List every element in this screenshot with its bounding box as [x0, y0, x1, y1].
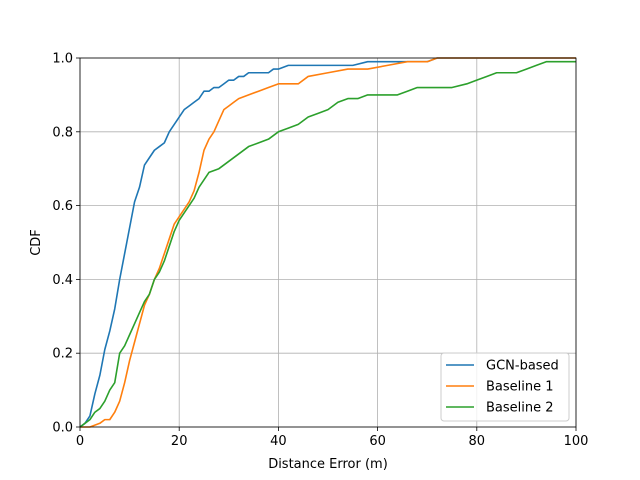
x-axis-label: Distance Error (m) [268, 457, 388, 472]
legend-label-2: Baseline 1 [486, 380, 554, 395]
x-tick-label: 40 [270, 434, 287, 449]
series-line-1 [79, 57, 576, 428]
series-line-3 [79, 60, 576, 428]
y-tick-label: 0.4 [52, 273, 73, 288]
y-tick-label: 0.2 [52, 347, 73, 362]
legend-frame [440, 352, 570, 422]
x-tick-label: 80 [469, 434, 486, 449]
x-tick-label: 20 [171, 434, 188, 449]
x-tick-label: 60 [369, 434, 386, 449]
legend-label-1: GCN-based [486, 359, 559, 374]
legend-label-3: Baseline 2 [486, 401, 554, 416]
series-line-2 [80, 57, 576, 428]
x-tick-label: 0 [76, 434, 84, 449]
y-tick-label: 1.0 [52, 52, 73, 67]
legend: GCN-based Baseline 1 Baseline 2 [440, 352, 570, 422]
y-tick-label: 0.8 [52, 125, 73, 140]
y-tick-label: 0.6 [52, 199, 73, 214]
plot-lines [79, 57, 576, 428]
x-axis-ticks: 0 20 40 60 80 100 [76, 427, 589, 449]
plot-frame [79, 57, 577, 428]
y-axis-ticks: 0.0 0.2 0.4 0.6 0.8 1.0 [52, 52, 80, 436]
y-axis-label: CDF [29, 229, 44, 256]
x-tick-label: 100 [564, 434, 589, 449]
y-tick-label: 0.0 [52, 421, 73, 436]
